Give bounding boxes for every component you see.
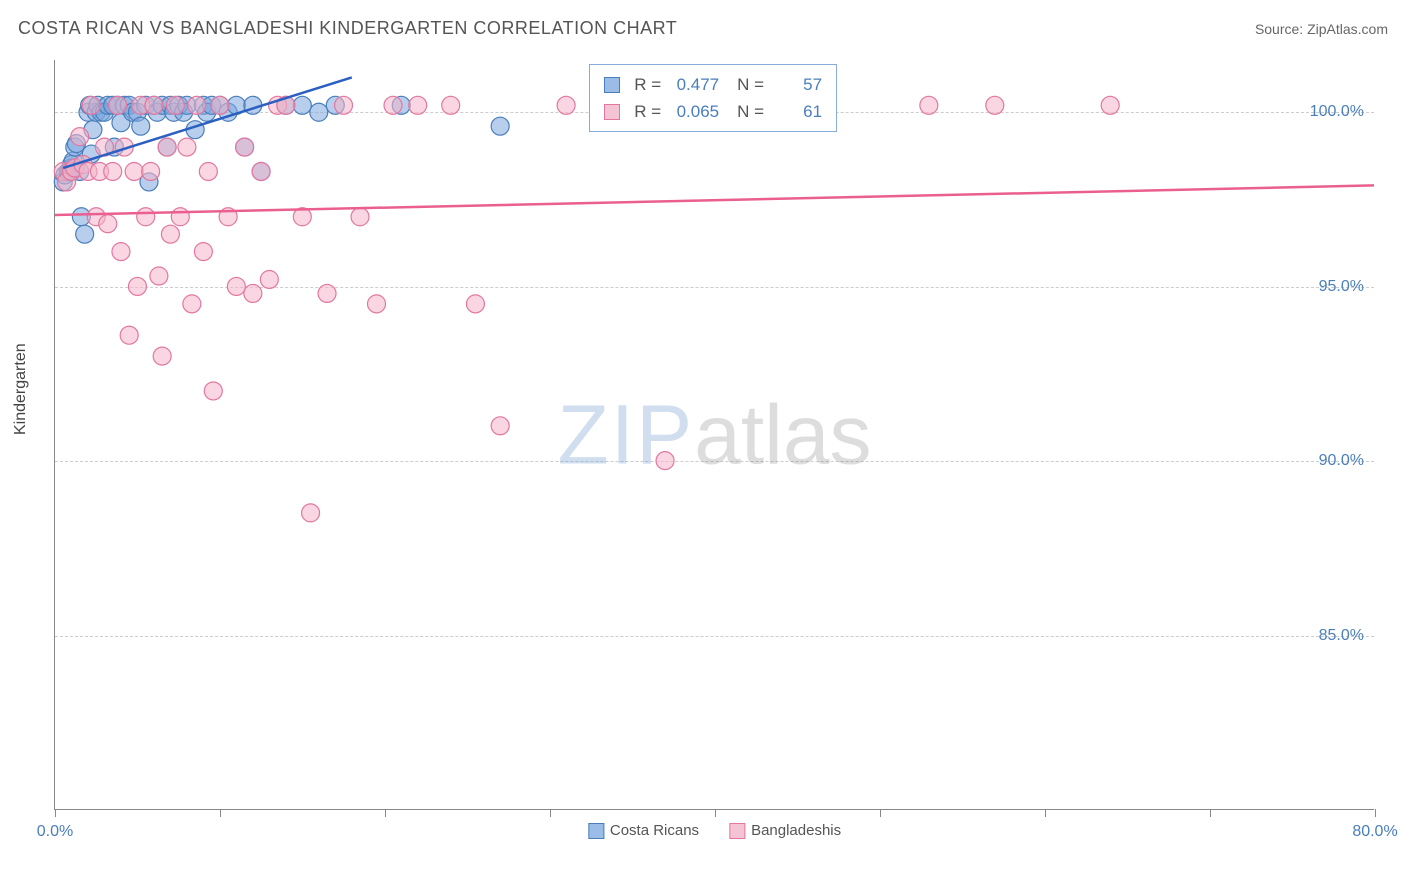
- legend-swatch: [729, 823, 745, 839]
- scatter-point: [310, 103, 328, 121]
- scatter-point: [158, 138, 176, 156]
- scatter-point: [409, 96, 427, 114]
- n-label: N =: [737, 98, 764, 125]
- series-legend: Costa Ricans Bangladeshis: [588, 822, 841, 839]
- scatter-point: [150, 267, 168, 285]
- scatter-point: [82, 96, 100, 114]
- scatter-point: [368, 295, 386, 313]
- source-prefix: Source:: [1255, 21, 1307, 37]
- x-tick: [715, 809, 716, 817]
- scatter-point: [153, 347, 171, 365]
- r-label: R =: [634, 98, 661, 125]
- scatter-point: [178, 138, 196, 156]
- r-value: 0.477: [669, 71, 719, 98]
- x-tick: [385, 809, 386, 817]
- scatter-point: [76, 225, 94, 243]
- scatter-point: [920, 96, 938, 114]
- legend-stat-row: R = 0.065 N = 61: [604, 98, 822, 125]
- x-tick: [1210, 809, 1211, 817]
- scatter-point: [318, 284, 336, 302]
- legend-stat-row: R = 0.477 N = 57: [604, 71, 822, 98]
- scatter-point: [161, 225, 179, 243]
- legend-label: Costa Ricans: [610, 822, 699, 839]
- legend-swatch: [604, 104, 620, 120]
- scatter-point: [466, 295, 484, 313]
- x-tick: [880, 809, 881, 817]
- trend-line: [55, 185, 1374, 215]
- scatter-point: [293, 96, 311, 114]
- scatter-point: [236, 138, 254, 156]
- scatter-point: [244, 284, 262, 302]
- scatter-point: [656, 452, 674, 470]
- scatter-point: [194, 243, 212, 261]
- scatter-point: [986, 96, 1004, 114]
- legend-swatch: [588, 823, 604, 839]
- scatter-point: [557, 96, 575, 114]
- x-tick: [1375, 809, 1376, 817]
- n-value: 61: [772, 98, 822, 125]
- y-axis-label: Kindergarten: [12, 343, 30, 435]
- scatter-point: [204, 382, 222, 400]
- scatter-point: [109, 96, 127, 114]
- n-label: N =: [737, 71, 764, 98]
- scatter-point: [71, 128, 89, 146]
- scatter-point: [125, 162, 143, 180]
- title-row: COSTA RICAN VS BANGLADESHI KINDERGARTEN …: [18, 18, 1388, 39]
- x-tick: [55, 809, 56, 817]
- legend-item: Costa Ricans: [588, 822, 699, 839]
- scatter-point: [335, 96, 353, 114]
- correlation-legend: R = 0.477 N = 57 R = 0.065 N = 61: [589, 64, 837, 132]
- x-tick: [1045, 809, 1046, 817]
- source-attribution: Source: ZipAtlas.com: [1255, 21, 1388, 37]
- x-tick: [550, 809, 551, 817]
- scatter-point: [491, 417, 509, 435]
- r-value: 0.065: [669, 98, 719, 125]
- scatter-point: [171, 208, 189, 226]
- plot-area: ZIPatlas R =0.477N =57R =0.065N =61 Cost…: [54, 60, 1374, 810]
- legend-item: Bangladeshis: [729, 822, 841, 839]
- r-label: R =: [634, 71, 661, 98]
- scatter-point: [491, 117, 509, 135]
- scatter-point: [188, 96, 206, 114]
- chart-title: COSTA RICAN VS BANGLADESHI KINDERGARTEN …: [18, 18, 677, 39]
- scatter-point: [302, 504, 320, 522]
- scatter-point: [132, 117, 150, 135]
- scatter-point: [120, 326, 138, 344]
- legend-swatch: [604, 77, 620, 93]
- scatter-point: [142, 162, 160, 180]
- scatter-point: [104, 162, 122, 180]
- scatter-point: [137, 208, 155, 226]
- scatter-point: [227, 277, 245, 295]
- x-tick-label: 80.0%: [1352, 823, 1397, 841]
- scatter-point: [199, 162, 217, 180]
- scatter-point: [211, 96, 229, 114]
- scatter-point: [166, 96, 184, 114]
- chart-container: COSTA RICAN VS BANGLADESHI KINDERGARTEN …: [0, 0, 1406, 892]
- scatter-point: [351, 208, 369, 226]
- scatter-point: [384, 96, 402, 114]
- scatter-point: [260, 270, 278, 288]
- x-tick-label: 0.0%: [37, 823, 73, 841]
- scatter-point: [112, 243, 130, 261]
- x-tick: [220, 809, 221, 817]
- trend-line: [63, 77, 352, 168]
- scatter-point: [99, 215, 117, 233]
- scatter-point: [145, 96, 163, 114]
- chart-svg: [55, 60, 1374, 809]
- scatter-point: [442, 96, 460, 114]
- n-value: 57: [772, 71, 822, 98]
- scatter-point: [183, 295, 201, 313]
- scatter-point: [252, 162, 270, 180]
- source-link[interactable]: ZipAtlas.com: [1307, 21, 1388, 37]
- legend-label: Bangladeshis: [751, 822, 841, 839]
- scatter-point: [1101, 96, 1119, 114]
- scatter-point: [128, 277, 146, 295]
